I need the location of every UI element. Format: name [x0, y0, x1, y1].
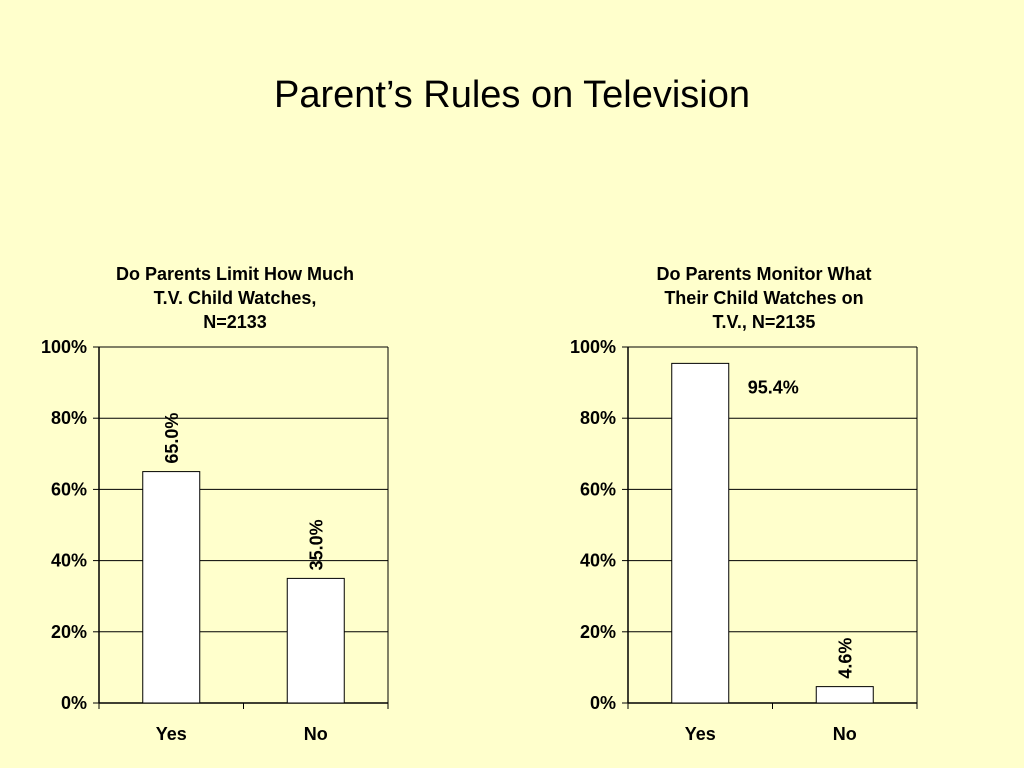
bar-no — [286, 577, 345, 704]
y-tick-label: 60% — [51, 479, 87, 499]
slide-title: Parent’s Rules on Television — [274, 74, 750, 116]
chart-limit-tv-amount: Do Parents Limit How Much T.V. Child Wat… — [41, 262, 390, 744]
bar-yes — [142, 471, 201, 704]
y-tick-label: 100% — [41, 337, 87, 357]
bar-chart-plot: 0% 20% 40% 60% 80% 100% Yes 65.0% No 35.0% — [41, 337, 389, 744]
y-tick-label: 0% — [61, 693, 87, 713]
y-tick-label: 40% — [51, 551, 87, 571]
chart-title-line: T.V. Child Watches, — [153, 288, 317, 308]
bar-chart-plot: 0% 20% 40% 60% 80% 100% Yes 95.4% No 4.6% — [570, 337, 918, 744]
x-tick-label: No — [833, 724, 857, 744]
chart-title-line: Their Child Watches on — [664, 288, 864, 308]
data-label: 95.4% — [748, 377, 799, 397]
chart-title: Do Parents Monitor What Their Child Watc… — [609, 262, 919, 334]
data-label: 35.0% — [307, 519, 327, 570]
y-tick-label: 20% — [51, 622, 87, 642]
chart-title-line: Do Parents Monitor What — [656, 264, 872, 284]
chart-title-line: T.V., N=2135 — [712, 312, 816, 332]
bar-yes — [671, 362, 730, 704]
y-tick-label: 0% — [590, 693, 616, 713]
data-label: 4.6% — [836, 638, 856, 679]
y-tick-label: 80% — [580, 408, 616, 428]
x-tick-label: Yes — [685, 724, 716, 744]
bar-no — [815, 686, 874, 704]
y-tick-label: 60% — [580, 479, 616, 499]
y-tick-label: 40% — [580, 551, 616, 571]
y-tick-label: 80% — [51, 408, 87, 428]
chart-title-line: Do Parents Limit How Much — [115, 264, 355, 284]
y-tick-label: 100% — [570, 337, 616, 357]
chart-monitor-tv-content: Do Parents Monitor What Their Child Watc… — [512, 0, 1024, 768]
chart-title: Do Parents Limit How Much T.V. Child Wat… — [80, 262, 390, 334]
y-tick-label: 20% — [580, 622, 616, 642]
chart-title-line: N=2133 — [203, 312, 267, 332]
x-tick-label: No — [304, 724, 328, 744]
x-tick-label: Yes — [156, 724, 187, 744]
data-label: 65.0% — [162, 413, 182, 464]
